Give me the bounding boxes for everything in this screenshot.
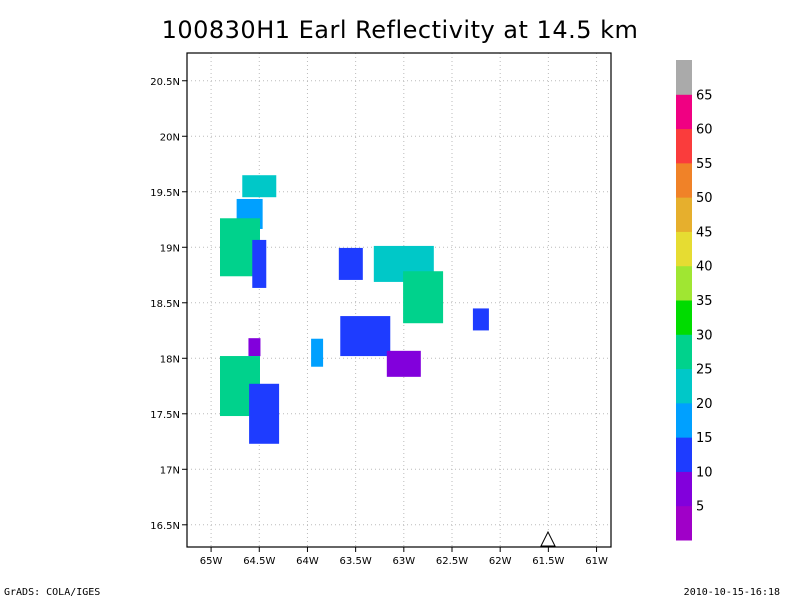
reflectivity-cells [220,175,489,444]
colorbar-label: 15 [696,431,713,446]
y-tick-label: 18.5N [150,299,180,310]
colorbar-segment [676,300,692,335]
chart-title: 100830H1 Earl Reflectivity at 14.5 km [161,16,639,44]
x-tick-label: 64W [296,556,319,567]
y-tick-label: 20N [160,132,180,143]
colorbar-label: 35 [696,294,713,309]
x-tick-label: 61.5W [532,556,564,567]
colorbar: 5 10 15 20 25 30 35 40 45 50 55 60 65 [676,60,713,541]
y-tick-label: 16.5N [150,521,180,532]
x-tick-label: 63.5W [340,556,372,567]
y-tick-label: 19N [160,243,180,254]
x-tick-label: 62.5W [436,556,468,567]
colorbar-segment [676,334,692,370]
reflectivity-cell [338,247,363,280]
y-tick-label: 20.5N [150,77,180,88]
colorbar-label: 10 [696,465,713,480]
reflectivity-cell [249,383,280,444]
colorbar-label: 5 [696,500,704,515]
software-credit: GrADS: COLA/IGES [4,587,101,598]
colorbar-segment [676,437,692,472]
reflectivity-cell [252,239,267,288]
y-tick-label: 18N [160,354,180,365]
x-tick-label: 62W [489,556,512,567]
colorbar-label: 60 [696,123,713,138]
colorbar-segment [676,128,692,164]
reflectivity-cell [472,308,489,331]
timestamp: 2010-10-15-16:18 [683,587,780,598]
colorbar-label: 40 [696,260,713,275]
colorbar-label: 50 [696,191,713,206]
reflectivity-cell [386,350,421,377]
colorbar-segment [676,94,692,130]
colorbar-label: 30 [696,328,713,343]
reflectivity-cell [248,338,261,357]
reflectivity-cell [242,175,277,198]
colorbar-label: 65 [696,88,713,103]
x-tick-label: 61W [585,556,608,567]
colorbar-segment [676,505,692,541]
colorbar-segment [676,197,692,232]
x-tick-label: 63W [393,556,416,567]
reflectivity-cell [403,271,444,324]
y-tick-labels: 16.5N 17N 17.5N 18N 18.5N 19N 19.5N 20N 20.5N [150,77,187,532]
y-tick-label: 19.5N [150,188,180,199]
colorbar-label: 20 [696,397,713,412]
storm-center-marker [540,530,556,547]
x-tick-label: 64.5W [243,556,275,567]
plot-frame [186,52,612,548]
x-tick-labels: 65W 64.5W 64W 63.5W 63W 62.5W 62W 61.5W 61W [200,547,608,567]
colorbar-segment [676,265,692,301]
colorbar-label: 55 [696,157,713,172]
colorbar-segment [676,368,692,404]
colorbar-segment [676,471,692,507]
y-tick-label: 17N [160,465,180,476]
colorbar-segment [676,402,692,438]
colorbar-label: 25 [696,363,713,378]
colorbar-label: 45 [696,225,713,240]
reflectivity-cell [340,316,391,357]
marker-layer [540,530,556,547]
colorbar-segment [676,60,692,95]
colorbar-segment [676,231,692,267]
y-tick-label: 17.5N [150,410,180,421]
reflectivity-cell [311,338,324,367]
x-tick-label: 65W [200,556,223,567]
grid-layer [187,53,611,547]
colorbar-segment [676,162,692,198]
